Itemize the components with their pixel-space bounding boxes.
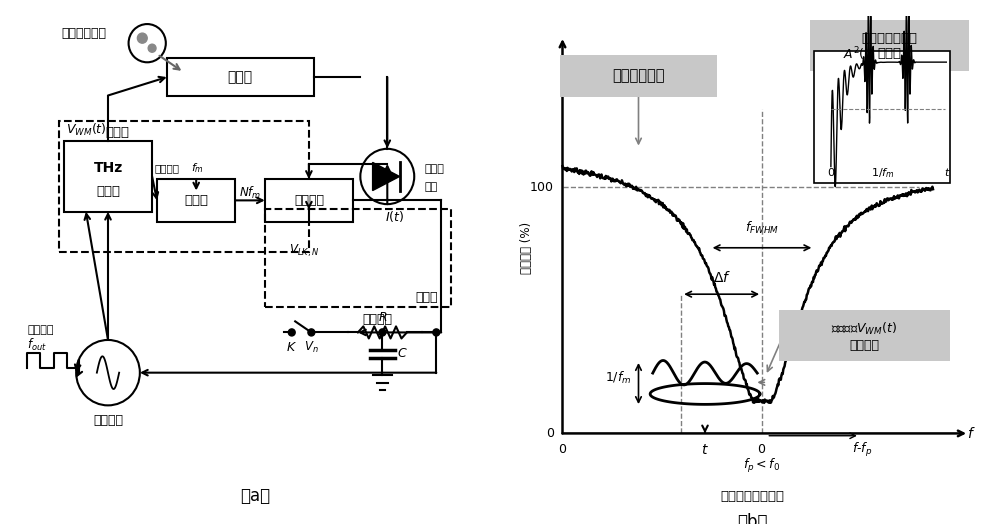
Text: $100$: $100$ — [529, 181, 554, 194]
Text: $K$: $K$ — [286, 341, 297, 354]
Text: 传输系数 (%): 传输系数 (%) — [520, 222, 533, 274]
Text: $t$: $t$ — [944, 166, 951, 178]
Bar — [265, 179, 353, 222]
Text: $t$: $t$ — [701, 443, 709, 457]
Text: 锁相放大: 锁相放大 — [294, 194, 324, 207]
Text: $f_{FWHM}$: $f_{FWHM}$ — [745, 220, 779, 236]
FancyBboxPatch shape — [779, 310, 950, 362]
Circle shape — [308, 329, 315, 336]
Text: $1/f_m$: $1/f_m$ — [871, 166, 895, 180]
Text: $f_p<f_0$: $f_p<f_0$ — [743, 457, 781, 475]
Bar — [814, 50, 950, 183]
Text: $f_m$: $f_m$ — [191, 161, 204, 175]
Text: （a）: （a） — [240, 487, 270, 505]
Bar — [265, 209, 451, 307]
Bar — [167, 58, 314, 96]
Text: 时钟输出: 时钟输出 — [27, 325, 54, 335]
Text: $f$: $f$ — [967, 426, 975, 441]
Bar — [64, 141, 152, 212]
FancyBboxPatch shape — [810, 20, 969, 71]
FancyBboxPatch shape — [560, 55, 717, 97]
Bar — [59, 121, 309, 252]
Text: 探测信号$V_{WM}(t)$
瞬时频率: 探测信号$V_{WM}(t)$ 瞬时频率 — [831, 320, 897, 352]
Text: $V_{LK,N}$: $V_{LK,N}$ — [289, 243, 319, 259]
Text: $0$: $0$ — [558, 443, 567, 456]
Text: 接收机: 接收机 — [415, 291, 438, 304]
Polygon shape — [373, 162, 400, 191]
Text: $I(t)$: $I(t)$ — [385, 209, 404, 224]
Text: 发射机: 发射机 — [106, 126, 130, 139]
Text: 锁相环: 锁相环 — [96, 185, 120, 199]
Circle shape — [288, 329, 295, 336]
Text: $C$: $C$ — [397, 347, 408, 360]
Text: 分子旋转谱线: 分子旋转谱线 — [612, 69, 665, 83]
Text: $A^2(t)$: $A^2(t)$ — [843, 45, 874, 62]
Text: $0$: $0$ — [827, 166, 835, 178]
Circle shape — [148, 44, 156, 52]
Text: （b）: （b） — [737, 512, 768, 524]
Text: $1/f_m$: $1/f_m$ — [605, 369, 631, 386]
Text: 压控晶振: 压控晶振 — [93, 414, 123, 427]
Text: 波长调制谱线探测: 波长调制谱线探测 — [720, 489, 784, 503]
Text: 平方率: 平方率 — [424, 164, 444, 174]
Circle shape — [137, 33, 147, 43]
Text: $f$-$f_p$: $f$-$f_p$ — [852, 441, 872, 458]
Text: 调制频率: 调制频率 — [155, 163, 180, 173]
Text: $V_{WM}(t)$: $V_{WM}(t)$ — [66, 122, 107, 138]
Text: $R$: $R$ — [378, 311, 387, 324]
Text: $f_{out}$: $f_{out}$ — [27, 337, 47, 353]
Text: 调制器: 调制器 — [184, 194, 208, 207]
Circle shape — [379, 329, 386, 336]
Circle shape — [433, 329, 440, 336]
Text: $0$: $0$ — [546, 427, 555, 440]
Bar — [157, 179, 235, 222]
Text: 平方率检波器输
出信号: 平方率检波器输 出信号 — [861, 32, 917, 60]
Text: $0$: $0$ — [757, 443, 767, 456]
Text: 检波: 检波 — [424, 181, 437, 192]
Text: 气体腔: 气体腔 — [228, 70, 253, 84]
Text: 低通滤波: 低通滤波 — [362, 313, 392, 326]
Text: 极性气体分子: 极性气体分子 — [61, 27, 106, 40]
Text: $Nf_m$: $Nf_m$ — [239, 185, 261, 201]
Text: THz: THz — [93, 161, 123, 175]
Text: $\Delta f$: $\Delta f$ — [713, 270, 731, 285]
Text: $V_n$: $V_n$ — [304, 340, 319, 355]
